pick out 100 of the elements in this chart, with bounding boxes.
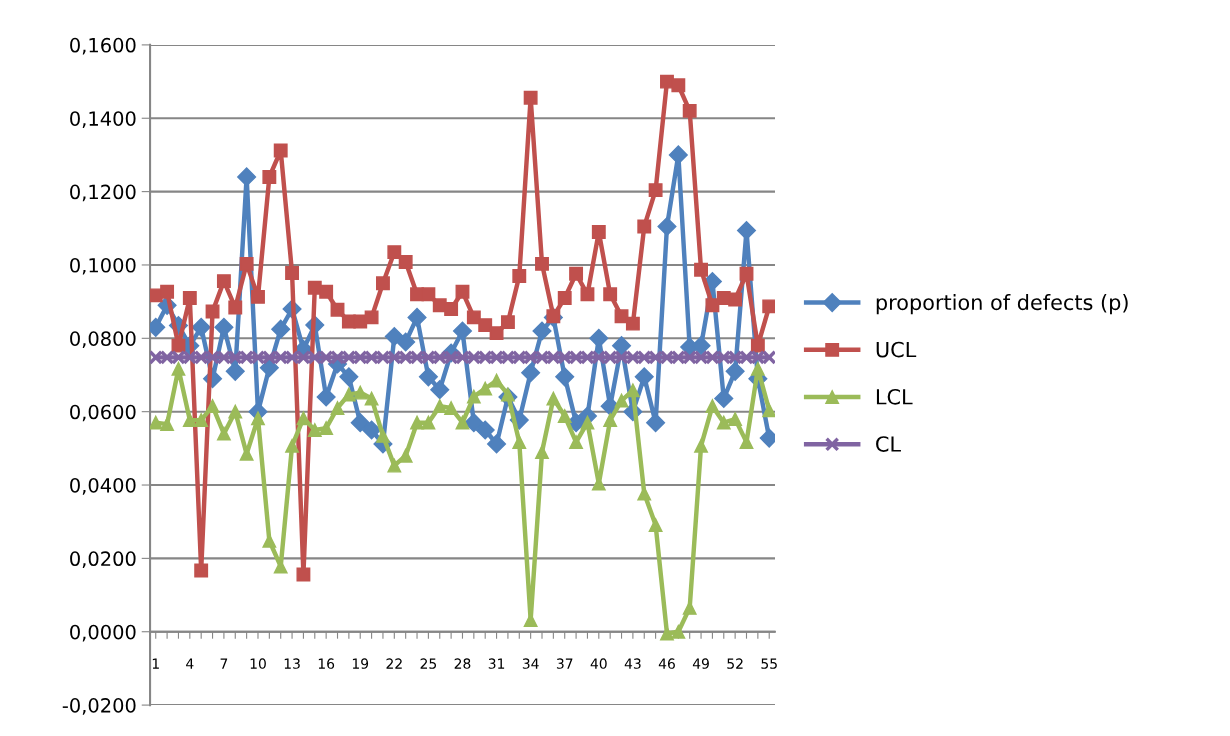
point <box>387 245 402 260</box>
point <box>421 415 436 430</box>
point <box>398 448 413 463</box>
point <box>296 411 311 426</box>
y-tick-label: 0,1000 <box>70 257 136 275</box>
point <box>396 332 416 352</box>
legend-label: proportion of defects (p) <box>876 294 1128 315</box>
point <box>319 284 334 299</box>
legend-label: UCL <box>876 341 917 358</box>
x-tick-label: 49 <box>692 658 709 669</box>
point <box>512 269 527 283</box>
point <box>716 415 731 430</box>
point <box>228 404 243 419</box>
x-tick-label: 43 <box>624 658 641 669</box>
y-tick-label: 0,0400 <box>70 477 136 495</box>
point <box>228 300 243 315</box>
point <box>475 420 495 440</box>
point <box>319 421 334 436</box>
point <box>150 415 163 430</box>
point <box>376 276 390 291</box>
point <box>205 399 220 414</box>
point <box>350 413 370 433</box>
point <box>478 381 493 396</box>
point <box>421 287 436 302</box>
point <box>330 302 345 317</box>
x-tick-label: 28 <box>454 658 471 669</box>
point <box>376 428 390 443</box>
point <box>637 219 652 234</box>
point <box>591 225 606 239</box>
point <box>750 361 765 376</box>
point <box>614 393 629 408</box>
point <box>657 216 677 236</box>
point <box>237 167 257 187</box>
point <box>648 518 663 532</box>
point <box>714 388 734 408</box>
point <box>532 321 552 341</box>
point <box>330 401 345 415</box>
point <box>285 438 300 453</box>
point <box>398 255 413 269</box>
point <box>364 310 379 325</box>
x-tick-label: 16 <box>318 658 335 669</box>
point <box>546 391 561 406</box>
point <box>216 426 231 441</box>
point <box>500 315 515 330</box>
point <box>694 438 709 453</box>
point <box>691 336 711 356</box>
point <box>271 319 291 339</box>
point <box>262 169 277 184</box>
legend-label: CL <box>876 436 901 452</box>
point <box>523 90 538 105</box>
point <box>671 78 686 93</box>
y-tick-label: 0,0600 <box>70 404 136 422</box>
x-tick-label: 13 <box>284 658 300 669</box>
point <box>569 435 584 450</box>
x-tick-label: 52 <box>727 658 743 669</box>
point <box>535 256 549 271</box>
x-tick-label: 31 <box>488 658 505 669</box>
point <box>487 434 507 454</box>
point <box>762 299 775 314</box>
y-tick-label: 0,0000 <box>70 624 136 642</box>
point <box>489 326 504 341</box>
y-tick-label: 0,1600 <box>70 37 136 55</box>
point <box>555 367 575 387</box>
point <box>603 287 618 302</box>
point <box>694 262 709 277</box>
point <box>444 401 459 415</box>
point <box>580 287 595 302</box>
point <box>648 183 663 198</box>
point <box>455 284 470 299</box>
point <box>452 321 473 341</box>
point <box>736 220 757 241</box>
x-tick-label: 40 <box>590 658 607 669</box>
point <box>182 291 197 305</box>
x-tick-label: 34 <box>522 658 539 669</box>
x-tick-label: 46 <box>658 658 675 669</box>
point <box>410 415 424 430</box>
point <box>489 373 504 388</box>
x-tick-label: 19 <box>352 658 369 669</box>
x-tick-label: 1 <box>152 658 159 669</box>
point <box>512 435 527 450</box>
point <box>216 274 231 289</box>
y-tick-label: 0,0200 <box>70 551 136 569</box>
point <box>418 367 438 387</box>
point <box>725 361 745 381</box>
point <box>728 412 743 426</box>
point <box>728 292 743 307</box>
point <box>535 445 549 459</box>
point <box>455 415 470 430</box>
point <box>364 391 379 406</box>
point <box>225 361 245 381</box>
x-tick-label: 22 <box>386 658 402 669</box>
point <box>444 302 459 316</box>
point <box>307 423 322 437</box>
y-tick-label: 0,1200 <box>70 184 136 202</box>
point <box>285 266 300 280</box>
legend-label: LCL <box>876 388 913 405</box>
point <box>160 417 175 432</box>
x-tick-label: 55 <box>761 658 777 669</box>
point <box>464 413 484 433</box>
y-tick-label: 0,1400 <box>70 111 136 128</box>
